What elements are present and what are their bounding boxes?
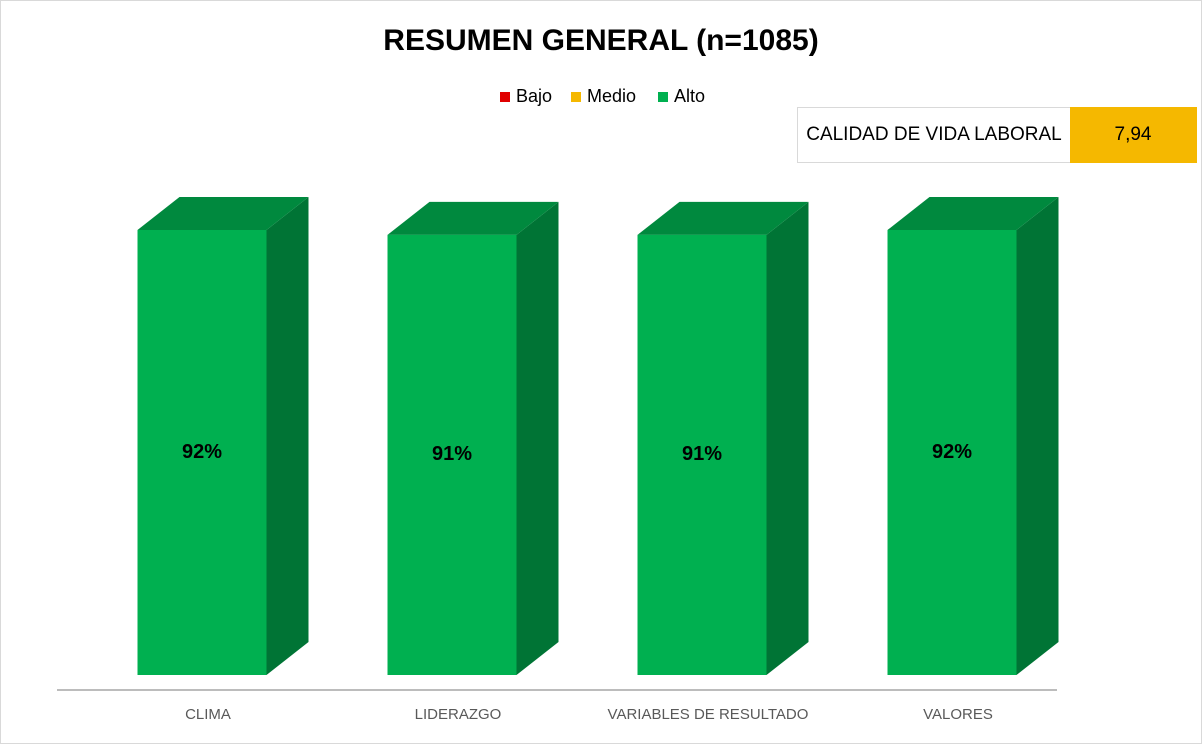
kpi-label-box bbox=[797, 107, 1071, 163]
legend-swatch bbox=[571, 92, 581, 102]
kpi-label: CALIDAD DE VIDA LABORAL bbox=[806, 124, 1062, 145]
data-label: 91% bbox=[682, 443, 722, 465]
legend-label: Medio bbox=[587, 86, 636, 106]
data-label: 92% bbox=[932, 441, 972, 463]
chart-title: RESUMEN GENERAL (n=1085) bbox=[383, 24, 818, 57]
bar-front bbox=[387, 234, 517, 675]
bar bbox=[137, 197, 309, 675]
bar bbox=[637, 201, 809, 675]
kpi-value: 7,94 bbox=[1115, 124, 1152, 145]
data-label: 92% bbox=[182, 441, 222, 463]
kpi-value-box bbox=[1070, 107, 1197, 163]
legend-swatch bbox=[658, 92, 668, 102]
legend-label: Bajo bbox=[516, 86, 552, 106]
bar-front bbox=[887, 230, 1017, 675]
bar-side bbox=[266, 197, 309, 675]
x-tick-label: CLIMA bbox=[185, 706, 231, 723]
bar-front bbox=[137, 230, 267, 675]
x-tick-label: VARIABLES DE RESULTADO bbox=[608, 706, 809, 723]
bar-top bbox=[387, 201, 559, 235]
bar-top bbox=[887, 197, 1059, 230]
bar-front bbox=[637, 234, 767, 675]
bar-side bbox=[1016, 197, 1059, 675]
bar bbox=[387, 201, 559, 675]
bar bbox=[887, 197, 1059, 675]
legend-label: Alto bbox=[674, 86, 705, 106]
legend-swatch bbox=[500, 92, 510, 102]
x-tick-label: VALORES bbox=[923, 706, 993, 723]
bar-top bbox=[137, 197, 309, 230]
bar-side bbox=[766, 201, 809, 675]
x-tick-label: LIDERAZGO bbox=[415, 706, 502, 723]
data-label: 91% bbox=[432, 443, 472, 465]
bar-top bbox=[637, 201, 809, 235]
bar-side bbox=[516, 201, 559, 675]
